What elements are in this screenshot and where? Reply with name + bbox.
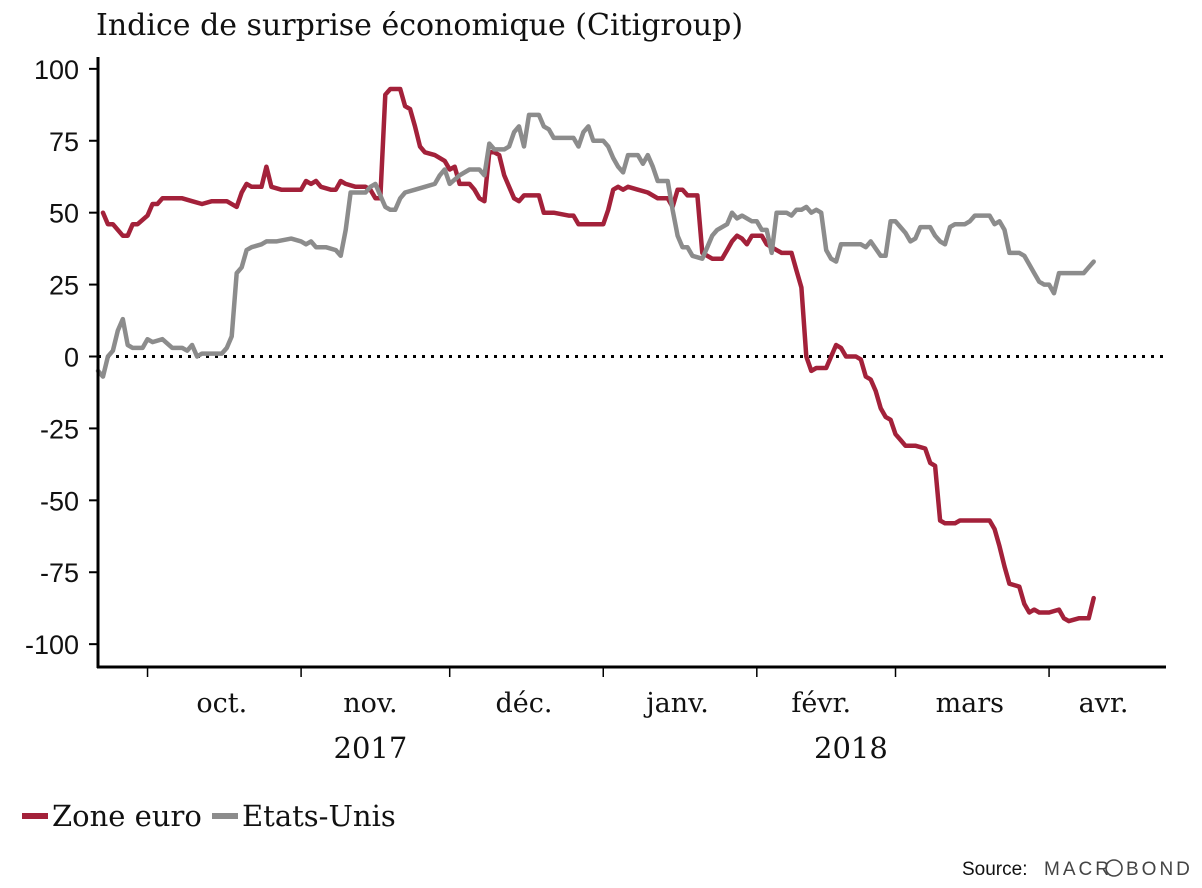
y-tick-label: 75 [49, 127, 79, 157]
legend: Zone euro Etats-Unis [22, 799, 396, 833]
x-axis-year-labels: 2017 2018 [334, 731, 888, 765]
x-month-label: avr. [1079, 688, 1129, 719]
y-tick-label: -100 [25, 630, 79, 660]
y-tick-label: 50 [49, 199, 79, 229]
y-tick-label: 100 [34, 55, 79, 85]
brand-text-end: BOND [1126, 859, 1193, 880]
x-month-label: mars [936, 688, 1004, 719]
x-month-label: nov. [343, 688, 397, 719]
x-month-label: janv. [643, 688, 709, 719]
x-year-label: 2018 [814, 731, 888, 765]
y-tick-label: -25 [40, 414, 79, 444]
x-month-label: oct. [196, 688, 247, 719]
series-line-zone-euro [100, 86, 1096, 624]
series-lines [95, 86, 1096, 624]
x-year-label: 2017 [334, 731, 408, 765]
y-tick-label: 0 [64, 343, 79, 373]
x-axis-month-labels: oct. nov. déc. janv. févr. mars avr. [196, 688, 1128, 719]
brand-circle-icon [1105, 859, 1123, 877]
source-attribution: Source: MACR BOND [962, 859, 1193, 880]
legend-label-zone-euro: Zone euro [52, 799, 202, 833]
x-month-label: déc. [496, 688, 553, 719]
chart-title: Indice de surprise économique (Citigroup… [96, 8, 743, 43]
series-line-etats-unis [95, 112, 1096, 379]
y-tick-label: -75 [40, 558, 79, 588]
y-axis-ticks: 100 75 50 25 0 -25 -50 -75 -100 [25, 55, 98, 660]
y-tick-label: -50 [40, 486, 79, 516]
legend-item-etats-unis: Etats-Unis [212, 799, 396, 833]
y-tick-label: 25 [49, 271, 79, 301]
x-month-label: févr. [791, 688, 851, 719]
source-label: Source: [962, 859, 1027, 880]
legend-label-etats-unis: Etats-Unis [242, 799, 396, 833]
brand-text-start: MACR [1044, 859, 1112, 880]
legend-item-zone-euro: Zone euro [22, 799, 202, 833]
x-axis-ticks [146, 667, 1050, 677]
